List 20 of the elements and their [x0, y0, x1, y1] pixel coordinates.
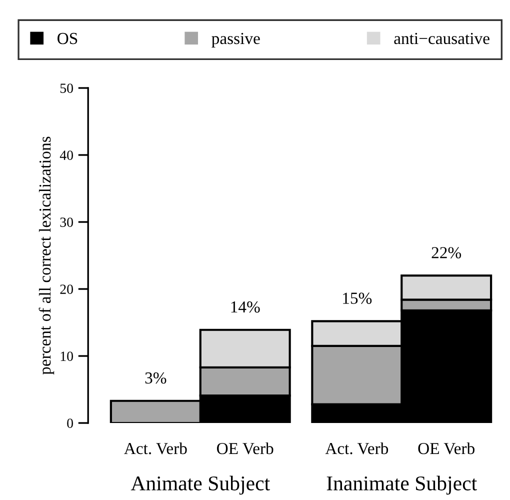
- legend-label: anti−causative: [394, 32, 490, 44]
- x-tick-label: OE Verb: [418, 442, 474, 454]
- legend-label: passive: [212, 32, 260, 48]
- x-tick-label: OE Verb: [217, 442, 274, 454]
- y-tick-label: 40: [60, 150, 73, 160]
- x-tick-label: Act. Verb: [325, 442, 388, 454]
- y-tick-label: 0: [67, 418, 73, 428]
- total-label: 14%: [231, 301, 260, 313]
- text: Inanimate Subject: [326, 476, 477, 495]
- text: Animate Subject: [130, 476, 270, 495]
- y-tick-label: 50: [60, 84, 73, 93]
- legend-label: OS: [58, 32, 78, 44]
- y-axis-title: percent of all correct lexicalizations: [38, 136, 54, 375]
- y-tick-label: 30: [60, 218, 73, 227]
- y-tick-label: 20: [60, 284, 73, 294]
- x-tick-label: Act. Verb: [124, 442, 187, 454]
- total-label: 15%: [343, 292, 372, 304]
- y-tick-label: 10: [60, 352, 73, 361]
- total-label: 22%: [432, 247, 462, 258]
- total-label: 3%: [145, 372, 166, 384]
